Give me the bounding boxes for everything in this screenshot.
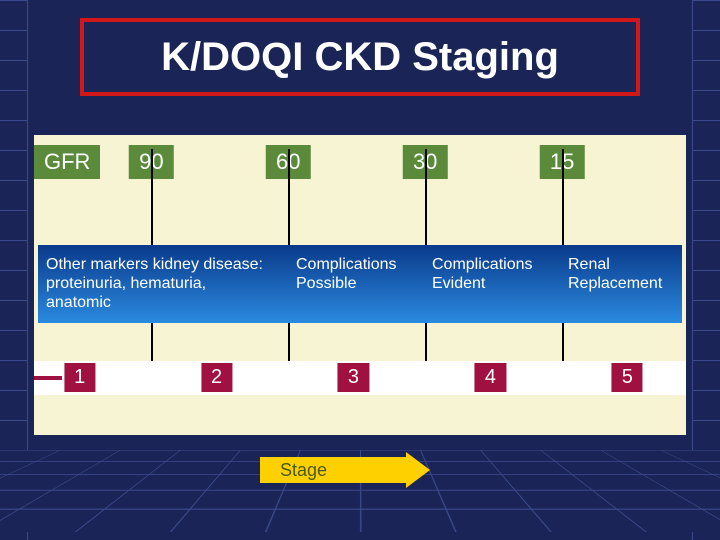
band-cell-evident: Complications Evident bbox=[426, 251, 544, 297]
grid-right bbox=[692, 0, 720, 540]
page-title: K/DOQI CKD Staging bbox=[161, 35, 559, 80]
title-box: K/DOQI CKD Staging bbox=[80, 18, 640, 96]
gfr-row: GFR 90 60 30 15 bbox=[34, 135, 686, 189]
band-cell-renal: Renal Replacement bbox=[562, 251, 672, 297]
arrow-head-icon bbox=[406, 452, 430, 488]
description-band: Other markers kidney disease: proteinuri… bbox=[38, 245, 682, 323]
stage-3: 3 bbox=[338, 363, 369, 392]
band-cell-possible: Complications Possible bbox=[290, 251, 408, 297]
stage-2: 2 bbox=[201, 363, 232, 392]
stage-arrow: Stage bbox=[260, 452, 430, 488]
stage-axis-bar bbox=[34, 376, 62, 380]
arrow-label: Stage bbox=[260, 457, 406, 483]
band-cell-markers: Other markers kidney disease: proteinuri… bbox=[40, 251, 275, 317]
gfr-label: GFR bbox=[34, 145, 100, 179]
stage-row: 1 2 3 4 5 bbox=[34, 361, 686, 395]
stage-4: 4 bbox=[475, 363, 506, 392]
stage-1: 1 bbox=[64, 363, 95, 392]
staging-chart: GFR 90 60 30 15 Other markers kidney dis… bbox=[34, 135, 686, 435]
stage-5: 5 bbox=[612, 363, 643, 392]
